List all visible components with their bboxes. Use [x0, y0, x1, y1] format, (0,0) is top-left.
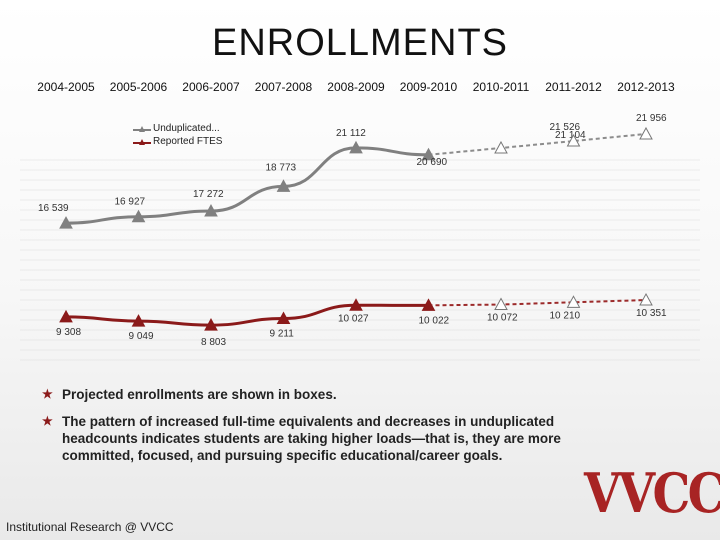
data-point-marker — [131, 314, 146, 327]
data-point-marker — [421, 147, 436, 161]
data-label: 21 526 — [550, 122, 581, 133]
data-point-marker — [349, 140, 363, 154]
vvcc-logo: VVCC — [584, 461, 720, 525]
data-point-marker — [276, 179, 291, 192]
data-label: 10 072 — [487, 313, 518, 324]
data-point-marker — [59, 309, 73, 323]
data-label: 21 112 — [336, 128, 366, 139]
star-bullet-icon: ★ — [42, 387, 53, 401]
data-point-marker — [494, 140, 508, 154]
data-label: 10 351 — [636, 308, 667, 319]
data-point-marker — [59, 216, 73, 229]
data-label: 18 773 — [266, 162, 297, 173]
data-point-marker — [421, 298, 436, 311]
year-label: 2012-2013 — [617, 80, 675, 94]
year-axis: 2004-2005 2005-2006 2006-2007 2007-2008 … — [0, 80, 720, 98]
data-label: 20 690 — [417, 157, 448, 168]
data-point-marker — [276, 311, 291, 324]
data-point-marker — [349, 298, 363, 311]
series-line-projected — [428, 299, 647, 307]
data-label: 17 272 — [193, 189, 224, 200]
year-label: 2008-2009 — [327, 80, 385, 94]
data-label: 9 211 — [270, 328, 295, 339]
data-point-marker — [494, 297, 508, 311]
legend-item-ftes: Reported FTES — [133, 136, 222, 149]
data-label: 21 956 — [636, 113, 667, 124]
triangle-marker-icon — [139, 126, 145, 132]
data-label: 10 022 — [419, 315, 450, 326]
year-label: 2007-2008 — [254, 80, 313, 94]
legend-item-unduplicated: Unduplicated... — [133, 123, 222, 136]
year-label: 2009-2010 — [399, 80, 458, 94]
star-bullet-icon: ★ — [42, 414, 53, 428]
triangle-marker-icon — [139, 139, 145, 145]
series-line-actual — [65, 303, 429, 327]
data-point-marker — [566, 133, 581, 147]
year-label: 2006-2007 — [182, 80, 240, 94]
footer-credit: Institutional Research @ VVCC — [6, 520, 174, 534]
note-text: The pattern of increased full-time equiv… — [62, 414, 561, 463]
notes-list: ★ Projected enrollments are shown in box… — [42, 386, 602, 474]
year-label: 2010-2011 — [472, 80, 530, 94]
chart-legend: Unduplicated... Reported FTES — [133, 123, 222, 149]
data-label: 16 927 — [115, 197, 146, 208]
note-text: Projected enrollments are shown in boxes… — [62, 387, 337, 402]
data-label: 10 027 — [338, 313, 369, 324]
data-point-marker — [131, 209, 146, 223]
data-point-marker — [566, 295, 581, 308]
data-label: 16 539 — [38, 203, 69, 214]
year-label: 2005-2006 — [109, 80, 168, 94]
year-label: 2011-2012 — [545, 80, 602, 94]
series-line-projected — [428, 132, 647, 156]
year-label: 2004-2005 — [37, 80, 95, 94]
legend-label: Reported FTES — [153, 136, 223, 147]
legend-label: Unduplicated... — [153, 123, 220, 134]
data-label: 9 308 — [56, 327, 81, 338]
data-label: 9 049 — [129, 331, 154, 342]
note-item: ★ The pattern of increased full-time equ… — [42, 413, 602, 464]
note-item: ★ Projected enrollments are shown in box… — [42, 386, 602, 403]
page-title: ENROLLMENTS — [211, 22, 509, 64]
data-point-marker — [639, 126, 653, 140]
data-point-marker — [639, 292, 653, 306]
data-label: 10 210 — [550, 310, 581, 321]
data-point-marker — [204, 204, 218, 217]
data-label: 8 803 — [201, 337, 226, 348]
data-label: 21 104 — [555, 130, 586, 141]
data-point-marker — [204, 318, 218, 331]
series-line-actual — [65, 146, 429, 225]
